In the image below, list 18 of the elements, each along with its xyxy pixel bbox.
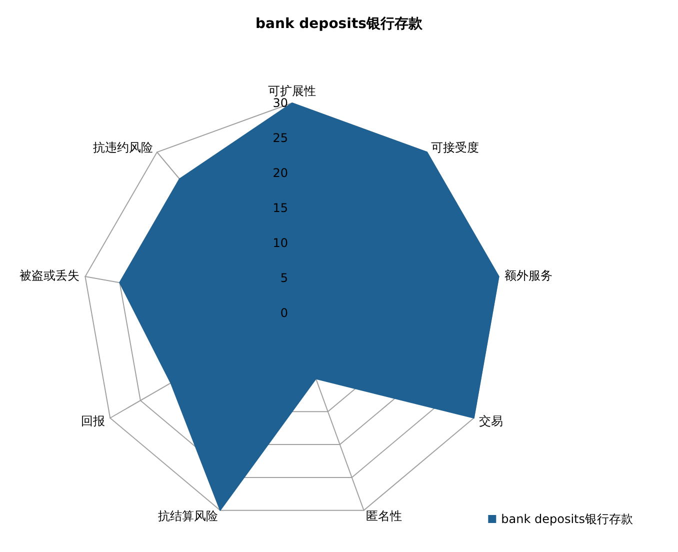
y-tick-label: 5 bbox=[280, 271, 288, 285]
legend-label: bank deposits银行存款 bbox=[501, 512, 633, 526]
y-tick-label: 30 bbox=[272, 96, 288, 110]
spoke-label: 抗结算风险 bbox=[158, 508, 218, 523]
y-tick-label: 15 bbox=[272, 201, 288, 215]
spoke-label: 交易 bbox=[479, 414, 504, 428]
spoke-label: 被盗或丢失 bbox=[19, 268, 80, 282]
y-tick-label: 25 bbox=[272, 131, 288, 145]
spoke-label: 额外服务 bbox=[504, 268, 553, 282]
chart-title: bank deposits银行存款 bbox=[256, 16, 424, 32]
spoke-label: 可接受度 bbox=[430, 140, 479, 155]
spoke-label: 回报 bbox=[80, 414, 105, 428]
y-tick-label: 0 bbox=[280, 306, 288, 320]
y-tick-label: 10 bbox=[272, 236, 288, 250]
spoke-label: 可扩展性 bbox=[268, 84, 316, 98]
spoke-label: 匿名性 bbox=[366, 508, 402, 523]
y-tick-label: 20 bbox=[272, 166, 288, 180]
spoke-label: 抗违约风险 bbox=[93, 140, 154, 155]
